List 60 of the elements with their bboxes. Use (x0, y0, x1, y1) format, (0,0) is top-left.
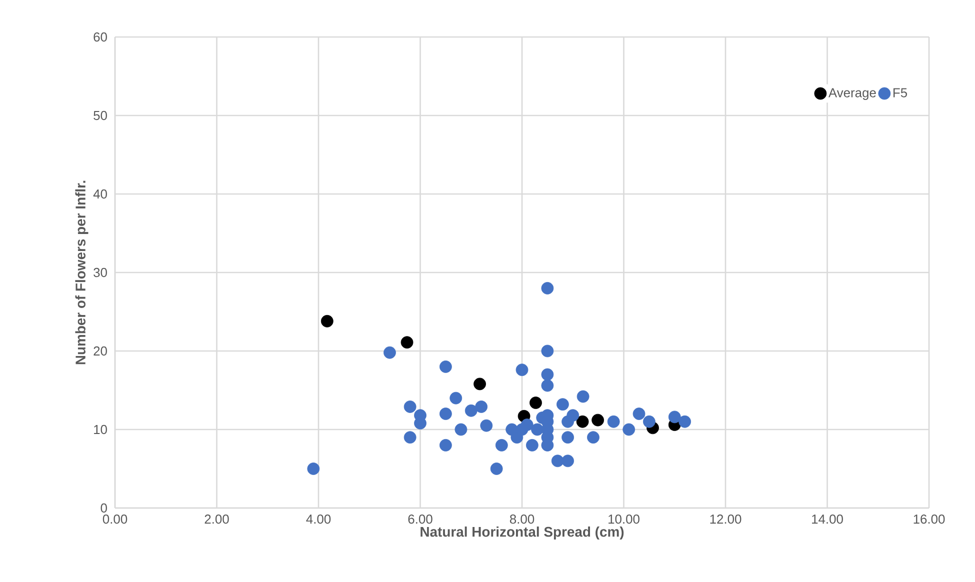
point (526, 439, 538, 452)
point (541, 379, 554, 392)
point (622, 423, 636, 436)
point (541, 368, 554, 381)
point (632, 408, 646, 420)
y-tick-label: 50 (94, 110, 107, 120)
x-tick-label: 16.00 (914, 514, 945, 524)
point (490, 462, 503, 475)
y-tick-label: 40 (93, 189, 107, 199)
point (480, 419, 493, 432)
point (576, 390, 590, 403)
point (400, 336, 414, 349)
x-axis-title: Natural Horizontal Spread (cm) (420, 526, 624, 540)
point (450, 392, 462, 404)
x-tick-label: 0.00 (102, 514, 128, 524)
point (530, 396, 542, 410)
point (404, 431, 416, 444)
x-tick-label: 10.00 (608, 514, 640, 524)
point (474, 378, 486, 390)
x-tick-label: 4.00 (306, 514, 331, 524)
point (404, 400, 416, 413)
point (475, 400, 488, 413)
x-tick-label: 14.00 (812, 514, 843, 524)
y-tick-label: 10 (94, 424, 107, 434)
point (592, 414, 604, 426)
point (541, 344, 554, 358)
point (607, 415, 620, 428)
point (320, 314, 334, 328)
point (576, 415, 589, 428)
point (587, 431, 600, 444)
point (678, 415, 692, 428)
point (520, 418, 534, 431)
point (384, 346, 396, 359)
point (556, 398, 569, 411)
point (562, 431, 574, 444)
point (541, 282, 554, 294)
point (551, 454, 564, 468)
y-tick-label: 30 (94, 268, 107, 278)
point (562, 454, 574, 468)
y-tick-label: 20 (94, 346, 107, 356)
point (642, 415, 656, 428)
point (454, 423, 468, 436)
point (566, 409, 580, 422)
point (495, 439, 508, 452)
point (307, 462, 320, 475)
y-axis-title: Number of Flowers per Inflr. (75, 180, 88, 364)
point (516, 364, 528, 376)
x-tick-label: 8.00 (510, 514, 534, 524)
y-tick-label: 60 (94, 32, 107, 42)
point (439, 439, 452, 452)
x-tick-label: 12.00 (710, 514, 742, 524)
point (439, 360, 452, 373)
y-tick-label: 0 (100, 503, 107, 513)
point (439, 408, 452, 420)
legend-label: Average (828, 88, 876, 100)
x-tick-label: 2.00 (204, 514, 229, 524)
legend-label: F5 (893, 88, 907, 98)
point (464, 404, 478, 417)
x-tick-label: 6.00 (408, 514, 432, 524)
point (668, 410, 681, 424)
